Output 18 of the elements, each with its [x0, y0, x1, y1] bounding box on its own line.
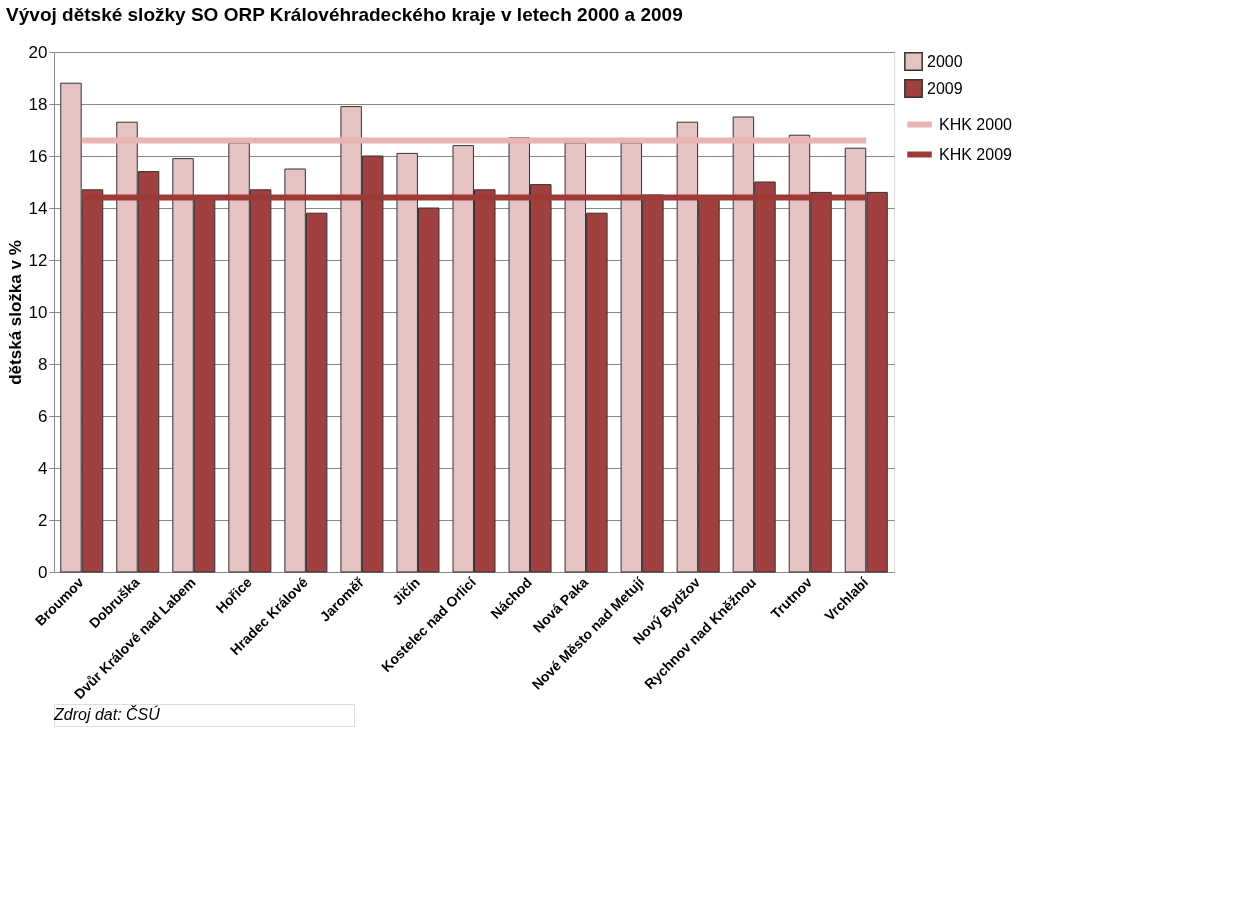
y-tick-label: 10 — [28, 302, 48, 322]
y-tick-label: 20 — [28, 42, 48, 62]
y-tick-label: 18 — [28, 94, 48, 114]
y-tick-label: 14 — [28, 198, 48, 218]
y-tick-label: 12 — [28, 250, 48, 270]
text: Zdroj dat: ČSÚ — [53, 705, 161, 723]
legend-label: 2000 — [927, 52, 963, 70]
legend-label: KHK 2009 — [939, 145, 1013, 163]
y-tick-label: 8 — [38, 354, 48, 374]
y-tick-label: 2 — [38, 510, 48, 530]
y-tick-label: 16 — [28, 146, 48, 166]
legend-label: 2009 — [927, 79, 963, 97]
y-tick-label: 0 — [38, 562, 48, 582]
y-tick-label: 6 — [38, 406, 48, 426]
chart-title: Vývoj dětské složky SO ORP Královéhradeckého kraje v letech 2000 a 2009 — [6, 4, 683, 25]
y-tick-label: 4 — [38, 458, 48, 478]
y-axis-title: dětská složka v % — [5, 240, 25, 385]
legend-label: KHK 2000 — [939, 115, 1013, 133]
